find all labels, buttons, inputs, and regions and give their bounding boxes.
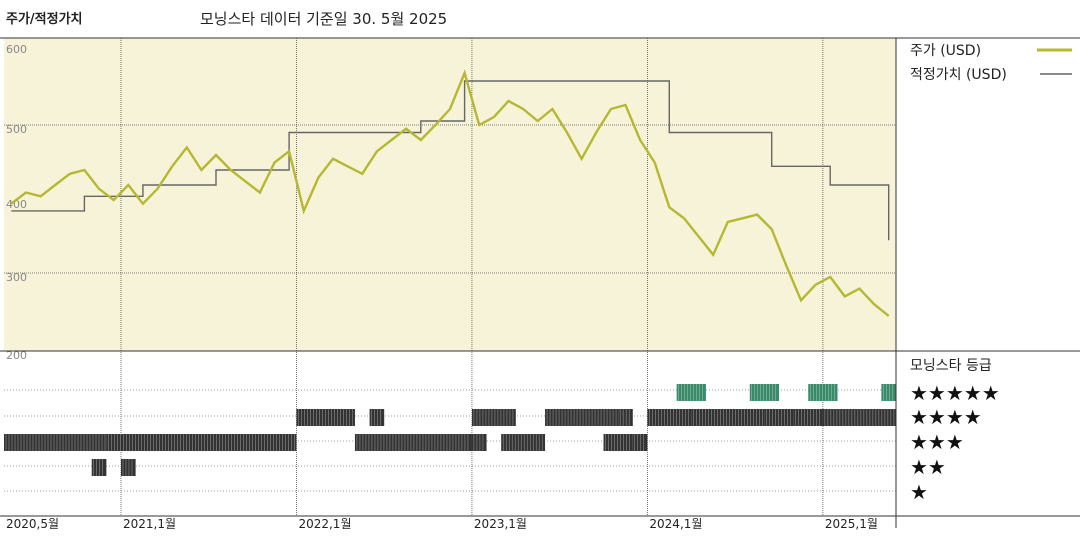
- x-tick-label: 2020,5월: [6, 517, 59, 531]
- rating-band-5-star: [676, 384, 706, 401]
- rating-band-3-star: [4, 434, 107, 451]
- rating-legend-5-stars: ★★★★★: [910, 381, 1000, 405]
- rating-legend-title: 모닝스타 등급: [910, 358, 992, 374]
- rating-legend-4-stars: ★★★★: [910, 405, 982, 429]
- rating-legend-1-star: ★: [910, 480, 928, 504]
- rating-band-4-star: [822, 409, 896, 426]
- x-tick-label: 2025,1월: [825, 517, 878, 531]
- x-axis-ticks: 2020,5월 2021,1월 2022,1월 2023,1월 2024,1월 2025,…: [6, 517, 878, 531]
- rating-band-4-star: [691, 409, 765, 426]
- y-tick-label: 300: [6, 271, 27, 284]
- x-tick-label: 2022,1월: [298, 517, 351, 531]
- y-tick-label: 200: [6, 349, 27, 362]
- legend: 주가 (USD) 적정가치 (USD) 모닝스타 등급 ★★★★★ ★★★★ ★…: [910, 43, 1072, 504]
- chart-title: 주가/적정가치: [6, 12, 83, 27]
- rating-legend-3-stars: ★★★: [910, 430, 964, 454]
- rating-band-4-star: [647, 409, 692, 426]
- rating-band-3-star: [354, 434, 472, 451]
- rating-band-3-star: [603, 434, 633, 451]
- rating-band-4-star: [764, 409, 794, 426]
- price-line: [10, 69, 890, 317]
- x-tick-label: 2023,1월: [474, 517, 527, 531]
- rating-band-4-star: [545, 409, 619, 426]
- chart-frame: [0, 37, 1080, 528]
- y-tick-label: 500: [6, 123, 27, 136]
- price-panel-background: [4, 38, 896, 351]
- rating-band-5-star: [808, 384, 838, 401]
- legend-price-label: 주가 (USD): [910, 43, 981, 59]
- x-tick-label: 2021,1월: [123, 517, 176, 531]
- rating-legend-2-stars: ★★: [910, 455, 946, 479]
- chart-subtitle: 모닝스타 데이터 기준일 30. 5월 2025: [200, 10, 448, 28]
- rating-band-5-star: [749, 384, 780, 401]
- x-tick-label: 2024,1월: [649, 517, 702, 531]
- rating-band-4-star: [471, 409, 516, 426]
- rating-band-3-star: [501, 434, 546, 451]
- legend-fair-label: 적정가치 (USD): [910, 67, 1007, 83]
- y-tick-label: 600: [6, 43, 27, 56]
- rating-band-4-star: [793, 409, 823, 426]
- y-axis-ticks: 600 500 400 300 200: [6, 43, 27, 362]
- rating-bands: [4, 384, 896, 476]
- y-tick-label: 400: [6, 198, 27, 211]
- fair-value-line: [11, 80, 890, 241]
